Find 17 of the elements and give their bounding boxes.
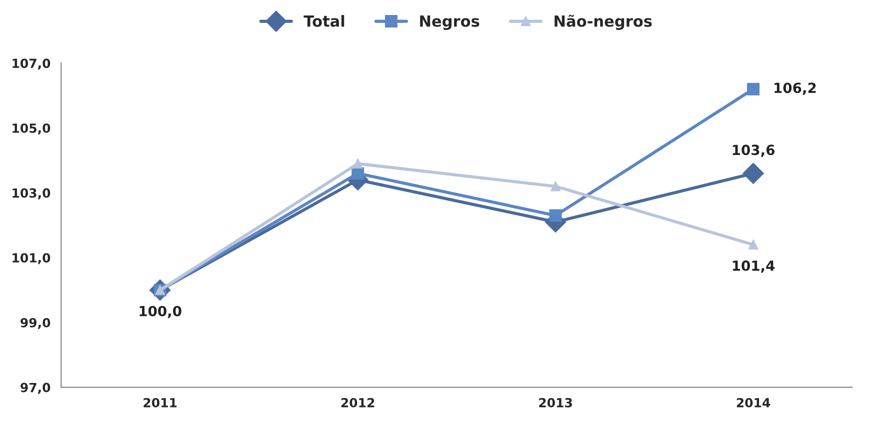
x-tick-label: 2011 xyxy=(144,398,177,408)
legend-label: Total xyxy=(304,15,344,27)
y-tick-label: 107,0 xyxy=(12,58,50,70)
y-tick-label: 103,0 xyxy=(12,188,50,200)
legend-label: Não-negros xyxy=(554,14,652,30)
y-tick-label: 101,0 xyxy=(12,253,50,264)
y-tick-label: 105,0 xyxy=(12,123,50,135)
x-tick-label: 2013 xyxy=(539,398,572,408)
data-label: 100,0 xyxy=(140,306,182,318)
data-label: 106,2 xyxy=(774,82,816,95)
y-tick-label: 97,0 xyxy=(20,382,50,394)
data-label: 101,4 xyxy=(732,260,775,273)
legend-label: Negros xyxy=(420,16,480,30)
x-tick-label: 2014 xyxy=(736,398,770,408)
y-tick-label: 99,0 xyxy=(20,318,50,330)
data-label: 103,6 xyxy=(732,144,774,157)
x-tick-label: 2012 xyxy=(341,398,374,408)
